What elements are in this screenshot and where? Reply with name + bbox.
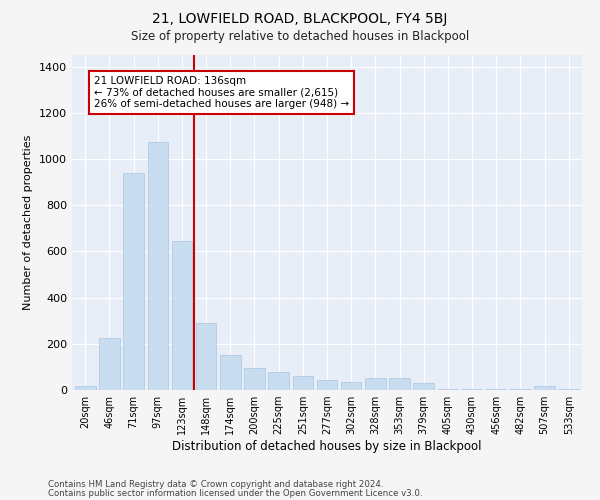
Bar: [148, 142, 168, 390]
Bar: [99, 338, 120, 390]
Text: Size of property relative to detached houses in Blackpool: Size of property relative to detached ho…: [131, 30, 469, 43]
Bar: [293, 376, 313, 390]
Bar: [413, 383, 434, 390]
Bar: [244, 368, 265, 390]
Y-axis label: Number of detached properties: Number of detached properties: [23, 135, 34, 310]
Bar: [196, 323, 217, 390]
Bar: [317, 380, 337, 390]
Bar: [341, 382, 361, 390]
Bar: [124, 173, 144, 390]
Text: Contains public sector information licensed under the Open Government Licence v3: Contains public sector information licen…: [48, 488, 422, 498]
Bar: [486, 389, 506, 390]
Bar: [365, 378, 386, 390]
Bar: [559, 389, 579, 390]
Bar: [534, 386, 555, 390]
Bar: [510, 389, 530, 390]
Text: 21 LOWFIELD ROAD: 136sqm
← 73% of detached houses are smaller (2,615)
26% of sem: 21 LOWFIELD ROAD: 136sqm ← 73% of detach…: [94, 76, 349, 109]
Bar: [75, 386, 95, 390]
Bar: [172, 241, 192, 390]
Bar: [462, 389, 482, 390]
Bar: [389, 378, 410, 390]
Bar: [268, 372, 289, 390]
Bar: [437, 389, 458, 390]
Text: Contains HM Land Registry data © Crown copyright and database right 2024.: Contains HM Land Registry data © Crown c…: [48, 480, 383, 489]
Bar: [220, 356, 241, 390]
Text: 21, LOWFIELD ROAD, BLACKPOOL, FY4 5BJ: 21, LOWFIELD ROAD, BLACKPOOL, FY4 5BJ: [152, 12, 448, 26]
X-axis label: Distribution of detached houses by size in Blackpool: Distribution of detached houses by size …: [172, 440, 482, 453]
